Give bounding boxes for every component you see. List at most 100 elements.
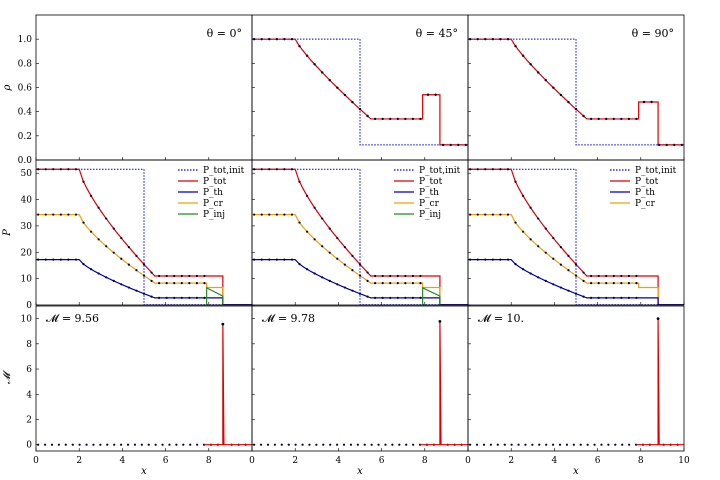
mach-point bbox=[175, 443, 178, 446]
axis-labels: x bbox=[141, 466, 147, 477]
pressure-point bbox=[188, 274, 191, 278]
density-point bbox=[673, 143, 676, 147]
pressure-point bbox=[506, 168, 510, 171]
pressure-point bbox=[180, 282, 183, 285]
pressure-point bbox=[381, 282, 384, 285]
y-tick-label: 10 bbox=[21, 275, 33, 285]
pressure-point bbox=[374, 274, 377, 278]
x-tick-label: 0 bbox=[33, 456, 39, 466]
density-point bbox=[290, 37, 294, 41]
pressure-point bbox=[37, 213, 40, 216]
density-point bbox=[582, 114, 585, 118]
pressure-point bbox=[52, 258, 55, 261]
plot-area bbox=[36, 38, 252, 146]
pressure-point bbox=[203, 274, 206, 278]
pressure-point bbox=[336, 236, 339, 240]
pressure-point bbox=[343, 263, 346, 266]
density-initial-line bbox=[36, 39, 252, 145]
pressure-point bbox=[268, 258, 271, 261]
mach-point bbox=[99, 443, 102, 446]
pressure-point bbox=[358, 274, 362, 277]
plot-area bbox=[252, 37, 468, 147]
pressure-point bbox=[389, 296, 392, 299]
pressure-point bbox=[469, 258, 472, 261]
pressure-point bbox=[499, 168, 502, 171]
x-tick-label: 8 bbox=[422, 456, 428, 466]
y-tick-label: 0.0 bbox=[18, 156, 33, 166]
density-point bbox=[181, 118, 183, 120]
pressure-point bbox=[82, 221, 85, 224]
pressure-point bbox=[366, 271, 369, 274]
pressure-point bbox=[44, 258, 47, 261]
mach-point bbox=[280, 443, 283, 446]
pressure-point bbox=[112, 251, 115, 254]
mach-point bbox=[189, 443, 192, 446]
density-point bbox=[419, 117, 422, 121]
mach-point bbox=[593, 443, 596, 446]
pressure-point bbox=[260, 213, 263, 216]
mach-point bbox=[322, 443, 325, 446]
density-point bbox=[211, 86, 213, 88]
panel-r0-c1: θ = 45° bbox=[251, 14, 469, 161]
mach-point bbox=[92, 443, 95, 446]
density-point bbox=[366, 114, 369, 118]
density-point bbox=[249, 144, 251, 146]
mach-point bbox=[349, 443, 353, 446]
pressure-point bbox=[127, 246, 130, 249]
density-point bbox=[343, 93, 347, 97]
pressure-point bbox=[521, 230, 525, 233]
pressure-point bbox=[105, 276, 108, 279]
density-point bbox=[234, 144, 236, 146]
density-line bbox=[36, 39, 252, 145]
legend-label: P_inj bbox=[419, 210, 441, 220]
mach-point bbox=[308, 443, 311, 446]
mach-point bbox=[113, 443, 116, 446]
density-point bbox=[574, 107, 578, 111]
pressure-point bbox=[411, 282, 415, 285]
pressure-point bbox=[529, 238, 532, 241]
pressure-point bbox=[627, 282, 631, 285]
density-point bbox=[499, 37, 502, 41]
pressure-point bbox=[188, 296, 191, 299]
pressure-point bbox=[559, 263, 562, 266]
pressure-point bbox=[529, 272, 532, 275]
pressure-point bbox=[150, 271, 153, 274]
density-point bbox=[75, 38, 77, 40]
density-point bbox=[457, 143, 460, 147]
density-point bbox=[67, 38, 69, 40]
pressure-point bbox=[67, 258, 70, 261]
pressure-point bbox=[559, 286, 562, 289]
density-point bbox=[97, 63, 99, 65]
pressure-point bbox=[514, 263, 517, 266]
density-point bbox=[635, 117, 638, 121]
pressure-point bbox=[165, 282, 168, 285]
density-point bbox=[434, 93, 437, 96]
density-point bbox=[143, 108, 145, 110]
density-initial-line bbox=[252, 38, 468, 146]
legend-label: P_tot bbox=[203, 177, 227, 187]
pressure-point bbox=[476, 213, 479, 216]
pressure-point bbox=[127, 286, 130, 289]
mach-point bbox=[43, 443, 47, 446]
x-axis-label: x bbox=[141, 466, 147, 477]
mach-point bbox=[384, 443, 387, 446]
pressure-point bbox=[484, 213, 487, 216]
density-point bbox=[404, 117, 407, 121]
pressure-point bbox=[135, 289, 138, 292]
mach-point bbox=[133, 443, 137, 446]
y-tick-label: 50 bbox=[21, 169, 33, 179]
mach-point bbox=[120, 443, 123, 446]
density-point bbox=[45, 38, 47, 40]
mach-point bbox=[57, 443, 60, 446]
mach-point bbox=[168, 443, 171, 446]
pressure-point bbox=[620, 282, 623, 285]
mach-point bbox=[524, 443, 527, 446]
density-point bbox=[537, 71, 540, 74]
density-point bbox=[328, 78, 331, 82]
density-point bbox=[305, 54, 309, 57]
mach-point bbox=[621, 443, 624, 446]
density-point bbox=[381, 117, 384, 121]
density-point bbox=[506, 37, 510, 41]
panel-r2-c1: 𝓜 = 9.78 0 2 4 6 8 bbox=[249, 305, 469, 466]
